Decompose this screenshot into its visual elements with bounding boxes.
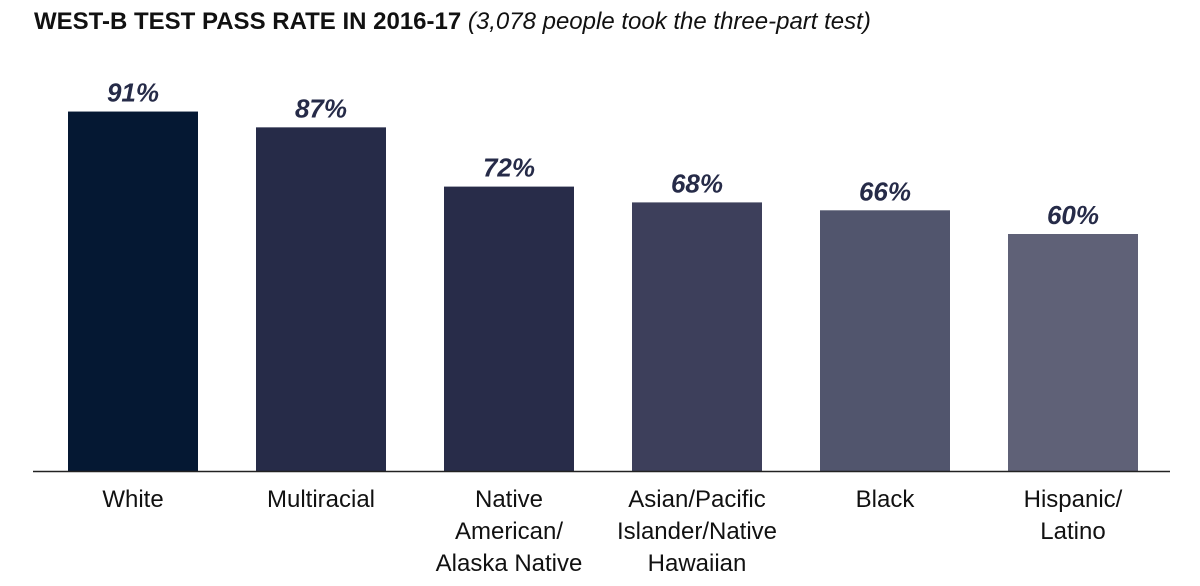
value-label-asian-pacific-islander-native-hawaiian: 68% <box>671 168 723 198</box>
bar-multiracial <box>256 127 386 471</box>
chart-title-subtitle: (3,078 people took the three-part test) <box>467 8 871 35</box>
category-label-black: Black <box>855 486 915 513</box>
value-label-native-american-alaska-native: 72% <box>483 153 535 183</box>
bars-group <box>68 111 1138 472</box>
value-label-multiracial: 87% <box>295 93 347 123</box>
category-label-white: White <box>102 486 164 513</box>
category-label-hispanic-latino: Hispanic/ Latino <box>1023 486 1123 545</box>
chart-title: WEST-B TEST PASS RATE IN 2016-17 (3,078 … <box>34 8 871 36</box>
value-label-hispanic-latino: 60% <box>1047 200 1099 230</box>
category-label-native-american-alaska-native: Native American/ Alaska Native <box>435 486 583 577</box>
chart-title-main: WEST-B TEST PASS RATE IN 2016-17 <box>34 8 462 35</box>
value-label-black: 66% <box>859 176 911 206</box>
value-label-white: 91% <box>107 78 159 108</box>
bar-black <box>820 210 950 472</box>
value-labels-group: 91% 87% 72% 68% 66% 60% <box>107 78 1099 230</box>
bar-native-american-alaska-native <box>444 186 574 471</box>
category-label-multiracial: Multiracial <box>266 486 376 513</box>
bar-hispanic-latino <box>1008 234 1138 471</box>
bar-white <box>68 111 198 472</box>
category-label-asian-pacific-islander-native-hawaiian: Asian/Pacific Islander/Native Hawaiian <box>616 486 778 577</box>
bar-asian-pacific-islander-native-hawaiian <box>632 202 762 471</box>
